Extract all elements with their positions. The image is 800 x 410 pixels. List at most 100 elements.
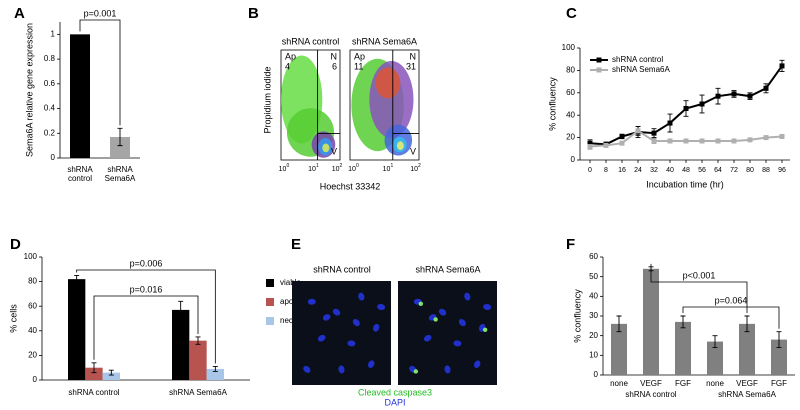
significance-bracket — [76, 269, 216, 364]
marker — [731, 138, 737, 144]
y-tick-label: 60 — [28, 301, 37, 310]
bar — [102, 372, 120, 380]
quadrant-label: Ap — [285, 51, 296, 61]
bar — [110, 136, 130, 158]
x-tick-label: 48 — [682, 167, 690, 174]
y-tick-label: 40 — [566, 110, 575, 119]
nucleus — [473, 360, 481, 369]
plot-title: shRNA control — [282, 36, 340, 46]
x-tick-label: VEGF — [640, 379, 662, 388]
quadrant-label: N — [331, 51, 338, 61]
y-tick-label: 0.8 — [44, 54, 56, 63]
panel-label: E — [291, 236, 301, 253]
nucleus — [332, 308, 341, 316]
x-tick-label: 102 — [332, 163, 343, 173]
nucleus — [377, 303, 386, 311]
tick-base: 10 — [348, 166, 356, 173]
tick-exponent: 1 — [390, 163, 393, 169]
marker — [619, 140, 625, 146]
marker — [683, 138, 689, 144]
error-bar — [712, 335, 718, 348]
bar — [611, 323, 627, 375]
marker — [651, 138, 657, 144]
x-tick-label: 100 — [348, 163, 359, 173]
x-tick-label: none — [706, 379, 724, 388]
x-tick-label: FGF — [675, 379, 691, 388]
bar — [643, 268, 659, 375]
y-tick-label: 40 — [589, 291, 598, 300]
legend-label: viable — [280, 278, 301, 287]
tick-exponent: 2 — [340, 163, 343, 169]
caspase-signal — [433, 317, 438, 322]
marker — [763, 135, 769, 141]
y-axis-label: % confluency — [572, 289, 582, 343]
stain-label: Cleaved caspase3 — [358, 387, 432, 397]
y-tick-label: 30 — [589, 311, 598, 320]
tick-exponent: 2 — [418, 163, 421, 169]
y-axis-label: % cells — [8, 304, 18, 333]
marker — [635, 128, 641, 134]
marker — [763, 85, 769, 91]
nucleus — [303, 365, 311, 373]
stain-label: DAPI — [384, 397, 405, 407]
annotation: p=0.001 — [84, 8, 117, 18]
x-tick-label: 64 — [714, 167, 722, 174]
nucleus — [347, 340, 356, 347]
nucleus — [453, 340, 462, 347]
image-title: shRNA control — [313, 264, 371, 274]
annotation: p=0.016 — [130, 284, 163, 294]
error-bar — [680, 315, 686, 329]
quadrant-value: 4 — [285, 61, 290, 71]
marker — [683, 105, 689, 111]
marker — [667, 120, 673, 126]
x-tick-label: 96 — [778, 167, 786, 174]
nucleus — [444, 365, 451, 374]
x-tick-label: FGF — [771, 379, 787, 388]
bar — [172, 309, 190, 380]
nucleus — [464, 292, 471, 301]
caspase-signal — [482, 327, 488, 332]
marker — [731, 91, 737, 97]
quadrant-label: Ap — [354, 51, 365, 61]
legend-swatch — [266, 279, 274, 287]
y-tick-label: 60 — [566, 88, 575, 97]
y-tick-label: 80 — [28, 277, 37, 286]
annotation: p<0.001 — [683, 270, 716, 280]
nucleus — [338, 365, 345, 374]
quadrant-value: 11 — [354, 61, 363, 71]
marker — [619, 133, 625, 139]
nucleus — [352, 319, 360, 327]
legend-swatch — [266, 317, 274, 325]
y-tick-label: 80 — [566, 66, 575, 75]
marker — [603, 142, 609, 148]
x-axis-label: Hoechst 33342 — [320, 181, 381, 191]
x-axis-label: Incubation time (hr) — [646, 179, 724, 189]
y-tick-label: 0 — [571, 155, 576, 164]
caspase-signal — [418, 301, 423, 306]
x-tick-label: 24 — [634, 167, 642, 174]
legend-swatch — [266, 298, 274, 306]
y-axis-label: % confluency — [547, 77, 557, 131]
quadrant-value: 6 — [332, 61, 337, 71]
bar — [206, 368, 224, 380]
bar — [68, 279, 86, 380]
legend-label: shRNA control — [612, 55, 663, 64]
error-bar — [91, 362, 97, 374]
marker — [651, 130, 657, 136]
error-bar — [744, 315, 750, 333]
marker — [667, 138, 673, 144]
x-tick-label: VEGF — [736, 379, 758, 388]
legend-marker — [596, 67, 602, 73]
tick-exponent: 0 — [286, 163, 289, 169]
legend-marker — [596, 57, 602, 63]
y-tick-label: 0.4 — [44, 104, 56, 113]
nucleus — [423, 334, 432, 342]
quadrant-value: 31 — [406, 61, 416, 71]
x-tick-label: 40 — [666, 167, 674, 174]
significance-bracket — [93, 295, 199, 360]
bar — [85, 367, 103, 380]
group-label: shRNA control — [625, 390, 676, 399]
nucleus — [307, 298, 316, 305]
y-tick-label: 40 — [28, 326, 37, 335]
annotation: p=0.006 — [130, 258, 163, 268]
